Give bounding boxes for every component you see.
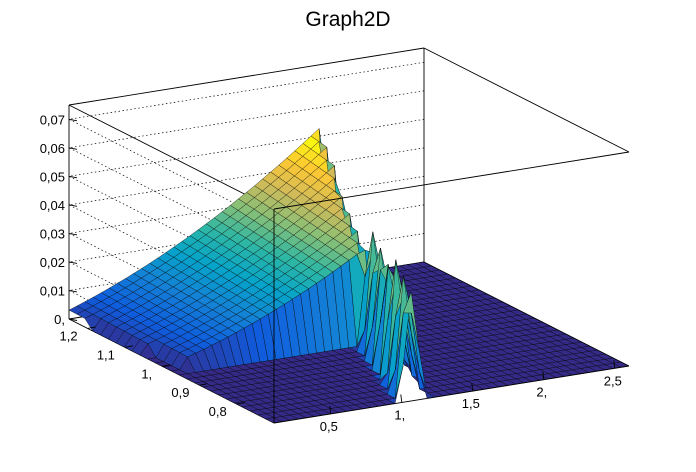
x-tick-label: 2,5 — [604, 373, 622, 388]
front-floor-edge — [273, 365, 630, 424]
x-tick — [542, 371, 545, 380]
z-tick-label: 0,05 — [40, 169, 65, 184]
z-tick — [68, 147, 78, 150]
front-top-edge — [273, 151, 630, 210]
axes: 0,5 1, 1,5 2, 2,5 0,8 0,9 1, 1,1 1,20, 0,01 0,02 0,0… — [40, 112, 622, 434]
y-tick-label: 0,9 — [171, 385, 189, 400]
z-tick — [68, 118, 78, 122]
y-tick-label: 1,1 — [97, 347, 115, 362]
z-tick — [68, 204, 78, 207]
x-tick — [471, 383, 474, 392]
z-tick-label: 0,04 — [40, 198, 65, 213]
z-tick-label: 0,02 — [40, 255, 65, 270]
x-tick-label: 1,5 — [462, 396, 480, 411]
left-top-edge — [68, 104, 275, 210]
x-tick — [613, 360, 616, 369]
chart-title: Graph2D — [305, 8, 390, 31]
z-tick — [68, 318, 78, 321]
x-tick-label: 1, — [394, 407, 405, 422]
z-tick-label: 0,07 — [40, 112, 65, 127]
z-tick — [68, 261, 78, 264]
z-tick-label: 0,03 — [40, 226, 65, 241]
y-tick-label: 1,2 — [60, 328, 78, 343]
y-tick — [199, 383, 208, 386]
z-tick — [68, 175, 78, 179]
y-tick — [236, 402, 245, 405]
x-tick-label: 2, — [536, 385, 547, 400]
front-frame — [273, 47, 630, 424]
z-tick-label: 0, — [54, 312, 65, 327]
z-gridline — [67, 90, 425, 253]
z-tick — [68, 290, 78, 293]
y-tick — [87, 326, 96, 329]
z-tick-label: 0,01 — [40, 283, 65, 298]
right-top-edge — [423, 47, 630, 153]
x-tick-label: 0,5 — [320, 419, 338, 434]
z-gridline — [67, 61, 425, 224]
y-tick — [124, 345, 133, 348]
y-tick — [162, 364, 171, 367]
z-tick-label: 0,06 — [40, 141, 65, 156]
surface-mesh — [68, 128, 630, 424]
back-top-edge — [68, 47, 425, 106]
x-tick — [329, 405, 332, 414]
z-tick — [68, 232, 78, 236]
y-tick-label: 0,8 — [209, 404, 227, 419]
y-tick-label: 1, — [141, 366, 152, 381]
right-floor-edge — [423, 261, 630, 367]
x-tick — [400, 394, 403, 403]
